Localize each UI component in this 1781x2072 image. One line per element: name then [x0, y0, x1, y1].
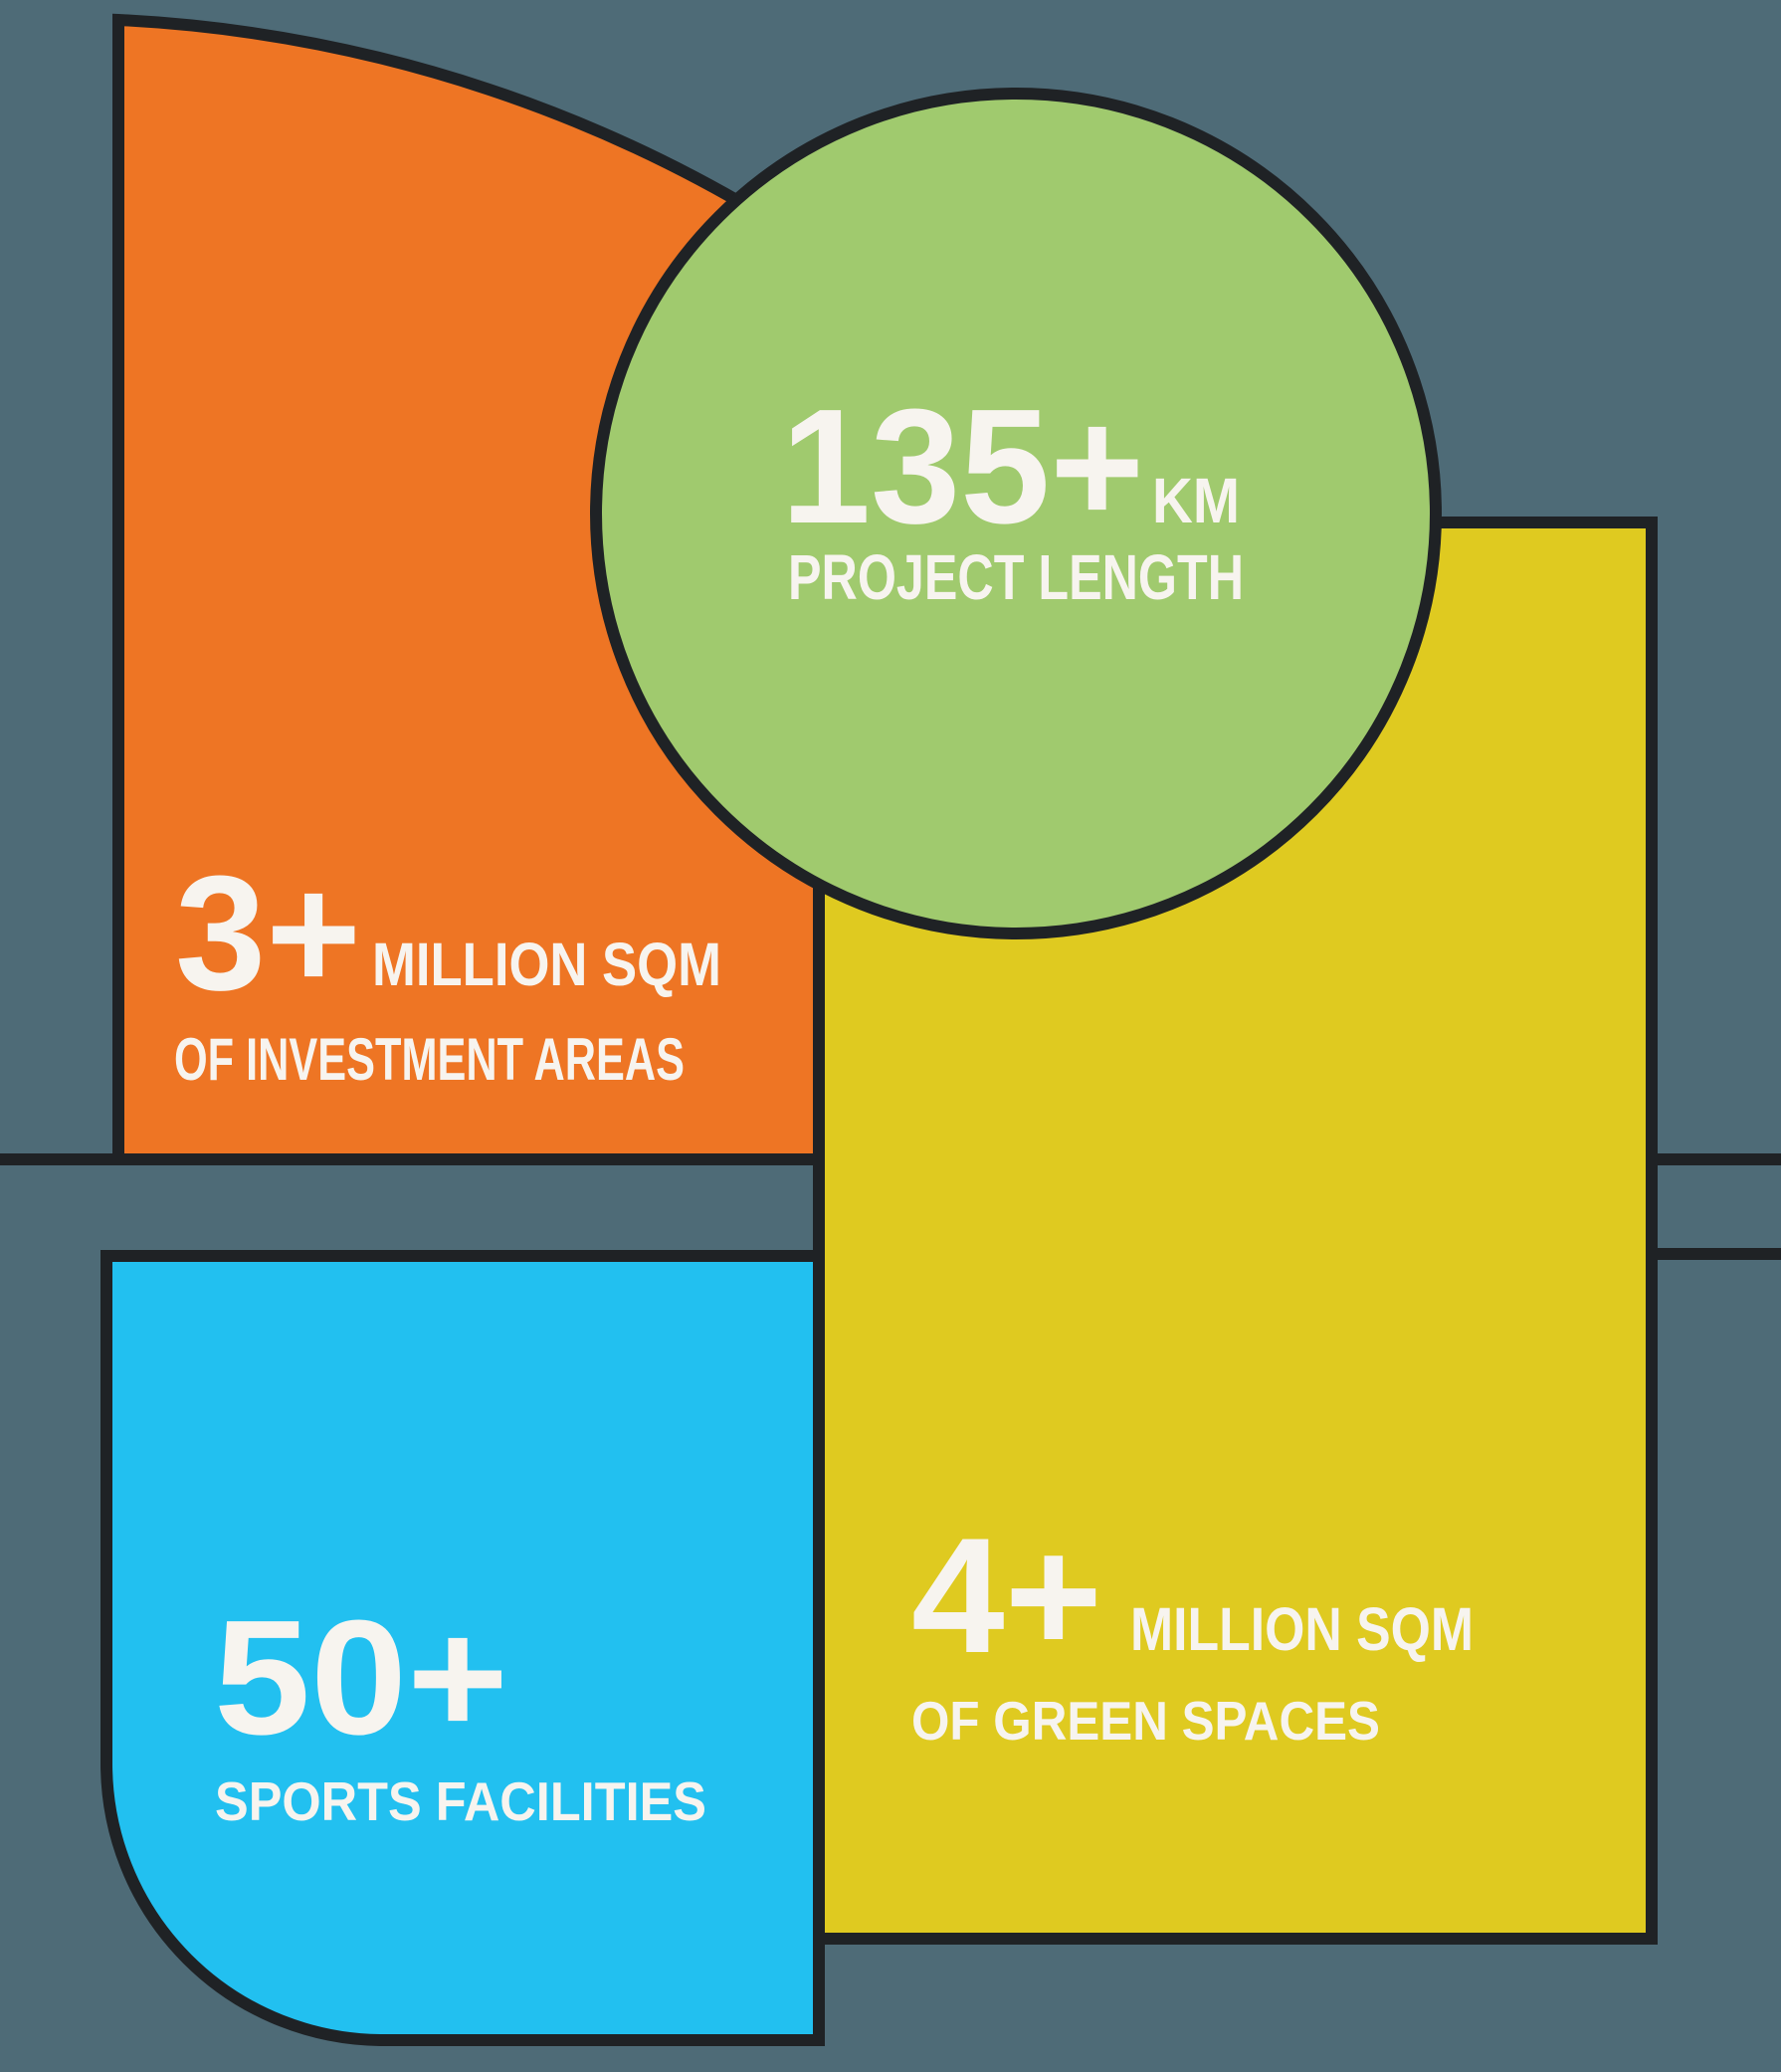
- svg-text:135+: 135+: [781, 375, 1144, 557]
- svg-text:3+: 3+: [175, 842, 361, 1024]
- svg-text:SPORTS FACILITIES: SPORTS FACILITIES: [215, 1770, 706, 1832]
- svg-text:MILLION SQM: MILLION SQM: [372, 931, 721, 998]
- svg-text:PROJECT LENGTH: PROJECT LENGTH: [788, 541, 1244, 613]
- svg-text:OF GREEN SPACES: OF GREEN SPACES: [911, 1690, 1380, 1752]
- svg-text:MILLION SQM: MILLION SQM: [1130, 1595, 1474, 1663]
- svg-text:KM: KM: [1152, 465, 1240, 536]
- svg-text:OF INVESTMENT AREAS: OF INVESTMENT AREAS: [174, 1026, 685, 1093]
- svg-text:4+: 4+: [911, 1504, 1102, 1687]
- svg-text:50+: 50+: [214, 1586, 508, 1768]
